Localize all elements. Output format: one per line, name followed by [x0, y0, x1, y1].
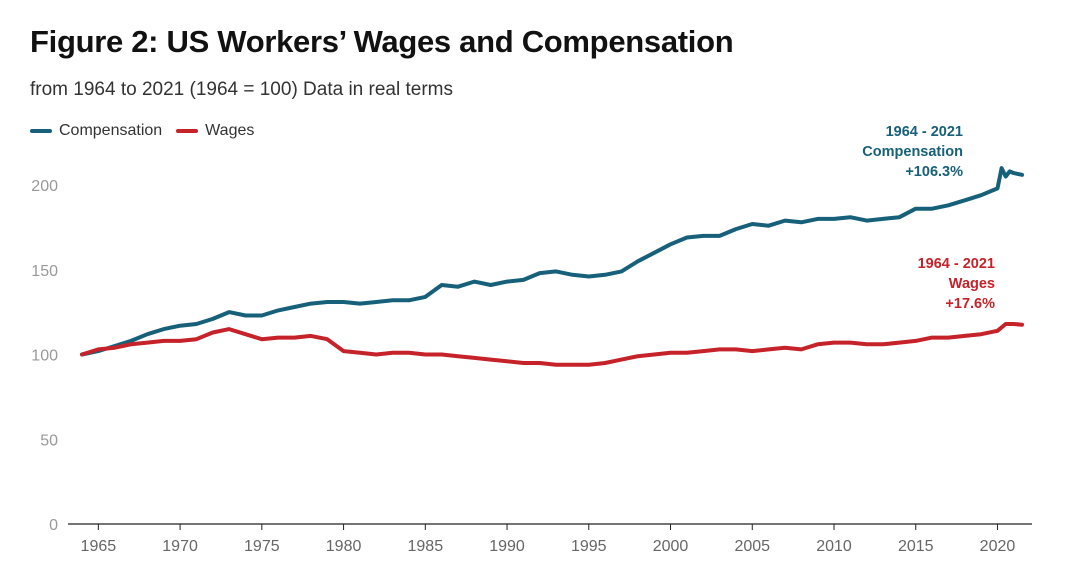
annotation-wages-period: 1964 - 2021 — [918, 256, 995, 272]
x-tick-label: 1975 — [244, 538, 280, 555]
x-tick-label: 2000 — [653, 538, 689, 555]
x-tick-label: 1980 — [326, 538, 362, 555]
legend-swatch-wages — [176, 129, 199, 133]
x-tick-label: 1985 — [408, 538, 444, 555]
legend-item-compensation[interactable]: Compensation — [30, 122, 162, 140]
x-axis: 1965 1970 1975 1980 1985 1990 1995 2000 2005 2010… — [81, 524, 1016, 555]
legend: Compensation Wages — [30, 122, 268, 140]
series-line-compensation — [80, 166, 1024, 357]
legend-item-wages[interactable]: Wages — [176, 122, 254, 140]
y-tick-label: 50 — [40, 432, 58, 449]
x-tick-label: 1965 — [81, 538, 117, 555]
x-tick-label: 2020 — [980, 538, 1016, 555]
series-line-wages — [80, 322, 1024, 367]
legend-label-compensation: Compensation — [59, 122, 163, 139]
annotation-wages-change: +17.6% — [945, 296, 995, 312]
y-tick-label: 0 — [49, 517, 58, 534]
legend-label-wages: Wages — [205, 122, 255, 139]
x-tick-label: 2010 — [816, 538, 852, 555]
annotation-compensation: 1964 - 2021 Compensation +106.3% — [862, 124, 963, 180]
x-tick-label: 1990 — [489, 538, 525, 555]
annotation-wages: 1964 - 2021 Wages +17.6% — [918, 256, 996, 312]
annotation-compensation-change: +106.3% — [905, 164, 963, 180]
annotation-compensation-period: 1964 - 2021 — [886, 124, 963, 140]
x-tick-label: 2005 — [734, 538, 770, 555]
x-tick-label: 1970 — [162, 538, 198, 555]
y-axis: 0 50 100 150 200 — [31, 178, 58, 534]
legend-swatch-compensation — [30, 129, 52, 133]
y-tick-label: 150 — [31, 263, 58, 280]
y-tick-label: 100 — [31, 348, 58, 365]
series-lines — [80, 166, 1024, 367]
x-tick-label: 1995 — [571, 538, 607, 555]
annotation-wages-label: Wages — [949, 276, 995, 292]
y-tick-label: 200 — [31, 178, 58, 195]
chart-subtitle: from 1964 to 2021 (1964 = 100) Data in r… — [30, 79, 453, 100]
annotation-compensation-label: Compensation — [862, 144, 963, 160]
x-tick-label: 2015 — [898, 538, 934, 555]
chart-title: Figure 2: US Workers’ Wages and Compensa… — [30, 24, 734, 59]
